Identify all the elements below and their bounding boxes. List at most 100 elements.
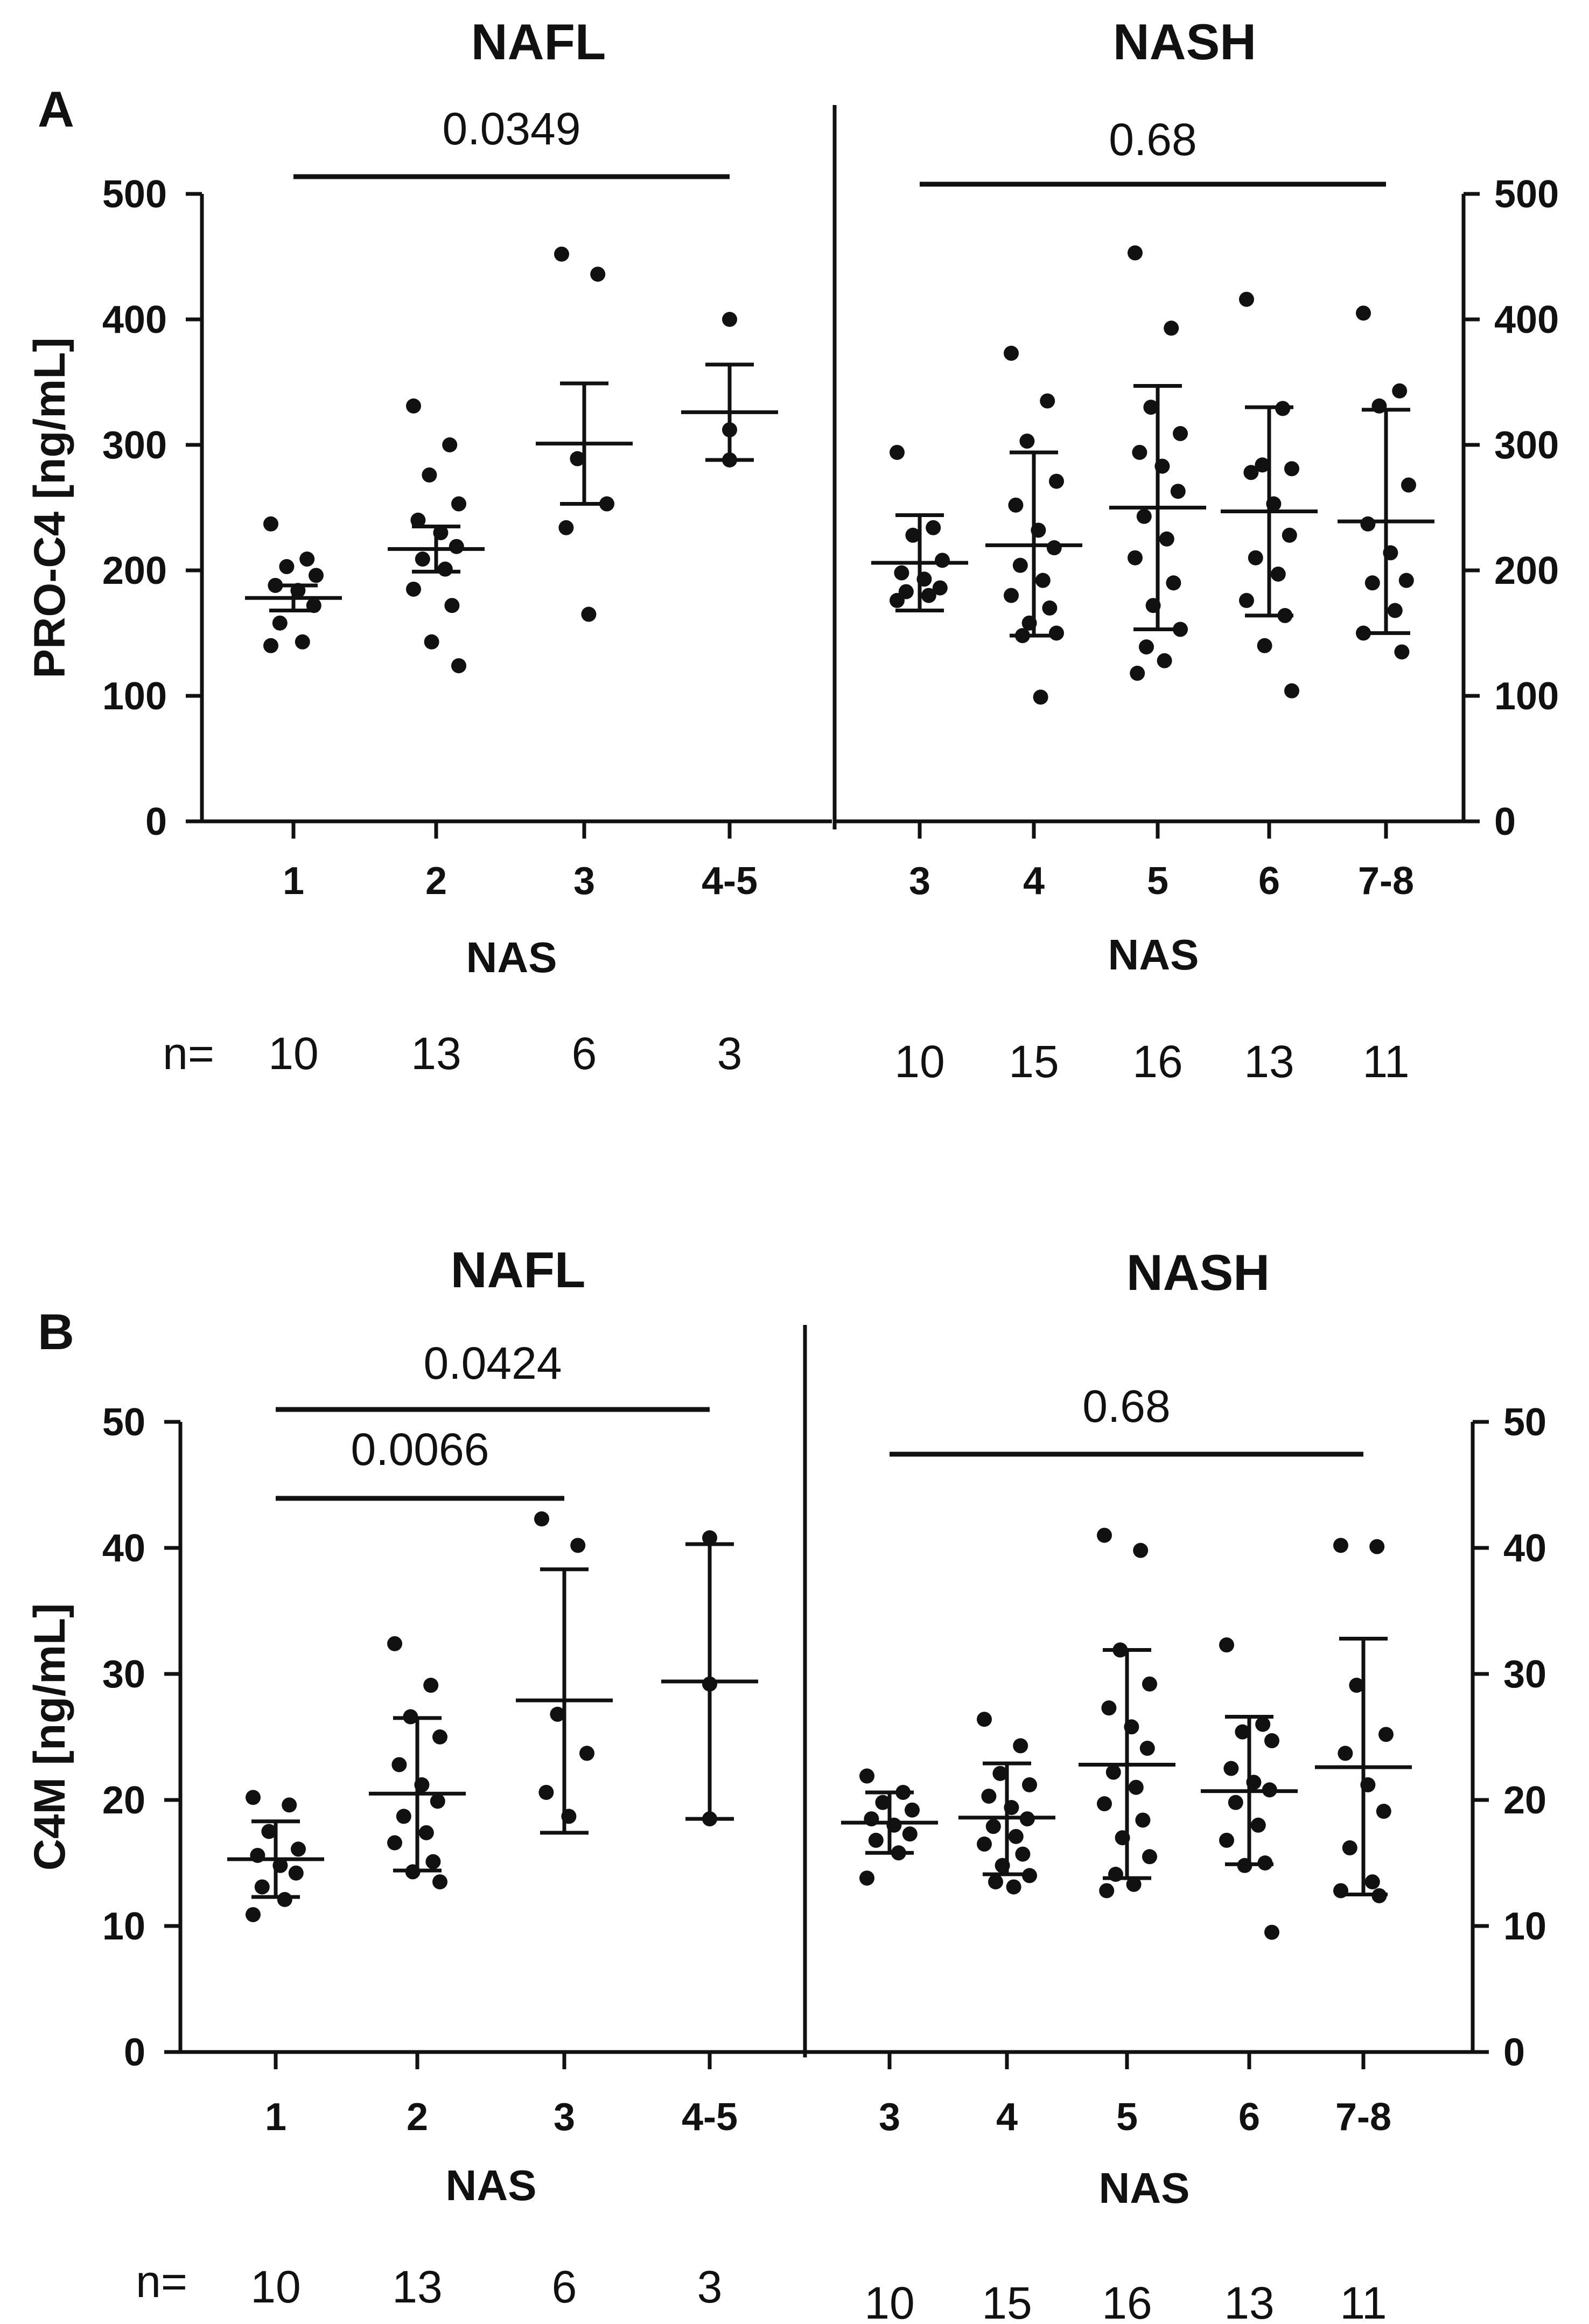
n-count: 16	[1102, 2278, 1152, 2324]
data-point	[722, 312, 737, 327]
category-7-8: 7-8 11	[1315, 1538, 1412, 2324]
data-point	[538, 1784, 554, 1800]
data-point	[1360, 516, 1376, 532]
group-nash: NASH NAS 0.68 3 10 4 15 5 16 6 13 7-8 11	[871, 13, 1434, 1087]
data-point	[1364, 575, 1380, 591]
data-point	[1004, 345, 1019, 361]
data-point	[451, 658, 466, 674]
data-point	[1392, 383, 1408, 399]
data-point	[905, 1802, 920, 1818]
data-point	[875, 1795, 891, 1810]
data-point	[422, 467, 437, 483]
x-tick-label: 2	[425, 860, 447, 903]
n-count: 15	[1009, 1036, 1059, 1087]
data-point	[859, 1768, 874, 1784]
group-nash: NASH NAS 0.68 3 10 4 15 5 16 6 13 7-8 11	[841, 1244, 1412, 2324]
y-tick-label-left: 50	[102, 1401, 145, 1444]
data-point	[391, 1757, 407, 1772]
p-value-label: 0.0066	[351, 1424, 489, 1475]
x-tick-label: 4-5	[702, 860, 758, 903]
category-2: 2 13	[388, 398, 485, 1079]
data-point	[1105, 1764, 1121, 1780]
data-point	[1139, 639, 1154, 655]
data-point	[1349, 1678, 1364, 1693]
data-point	[415, 552, 430, 567]
data-point	[1101, 1700, 1117, 1716]
data-point	[570, 1538, 586, 1553]
n-count: 3	[717, 1028, 743, 1079]
data-point	[1136, 508, 1152, 524]
data-point	[1284, 461, 1299, 477]
panel-b: B 0 0 10 10 20 20 30 30 40 40 50 50 C4M [ng/mL] n= NAFL…	[25, 1241, 1546, 2324]
data-point	[1022, 1777, 1037, 1792]
data-point	[590, 267, 606, 282]
x-tick-label: 6	[1258, 860, 1280, 903]
data-point	[277, 1892, 292, 1907]
p-value-label: 0.68	[1109, 114, 1197, 165]
category-4: 4 15	[985, 345, 1082, 1087]
category-5: 5 16	[1109, 245, 1206, 1087]
x-tick-label: 1	[283, 860, 304, 903]
x-tick-label: 5	[1116, 2096, 1138, 2139]
data-point	[406, 398, 421, 414]
data-point	[1235, 1724, 1250, 1740]
data-point	[1401, 477, 1416, 493]
data-point	[1264, 1733, 1279, 1749]
data-point	[1013, 1738, 1028, 1754]
data-point	[1142, 1849, 1157, 1865]
x-tick-label: 4	[1023, 860, 1045, 903]
n-count: 10	[268, 1028, 318, 1079]
panel-a: A 0 0 100 100 200 200 300 300 400 400 500 500 PRO-C4 …	[25, 13, 1559, 1087]
data-point	[1219, 1637, 1234, 1653]
x-axis-title: NAS	[1108, 931, 1199, 979]
n-count: 13	[1224, 2278, 1274, 2324]
x-axis-title: NAS	[446, 2161, 537, 2209]
y-tick-label-left: 300	[102, 424, 167, 467]
data-point	[406, 581, 421, 597]
data-point	[1040, 393, 1055, 409]
y-tick-label-right: 0	[1503, 2031, 1525, 2074]
y-tick-label-right: 200	[1494, 549, 1559, 592]
data-point	[263, 638, 278, 653]
data-point	[1132, 444, 1147, 460]
data-point	[1270, 566, 1286, 582]
data-point	[1223, 1761, 1239, 1776]
panel-letter: A	[38, 81, 74, 137]
y-tick-label-right: 0	[1494, 800, 1516, 843]
data-point	[279, 559, 295, 575]
data-point	[437, 561, 453, 577]
category-7-8: 7-8 11	[1338, 305, 1434, 1087]
group-title: NASH	[1126, 1244, 1270, 1301]
n-count: 13	[411, 1028, 461, 1079]
data-point	[299, 552, 315, 567]
category-4-5: 4-5 3	[661, 1530, 758, 2312]
data-point	[1046, 540, 1062, 556]
data-point	[272, 615, 288, 631]
y-tick-label-right: 20	[1503, 1779, 1546, 1822]
x-tick-label: 5	[1147, 860, 1168, 903]
data-point	[894, 565, 909, 581]
n-count: 11	[1340, 2278, 1387, 2324]
n-count: 16	[1132, 1036, 1182, 1087]
data-point	[579, 1746, 594, 1761]
data-point	[418, 1825, 434, 1840]
group-title: NAFL	[451, 1241, 586, 1298]
data-point	[430, 1793, 445, 1809]
y-tick-label-right: 100	[1494, 675, 1559, 718]
data-point	[1248, 550, 1263, 566]
data-point	[1128, 550, 1143, 566]
y-tick-label-right: 500	[1494, 173, 1559, 216]
data-point	[442, 437, 458, 452]
data-point	[1139, 1741, 1155, 1756]
data-point	[981, 1788, 997, 1804]
panel-letter: B	[38, 1303, 74, 1360]
y-tick-label-left: 10	[102, 1905, 145, 1948]
category-2: 2 13	[369, 1636, 466, 2312]
data-point	[1097, 1796, 1112, 1812]
category-3: 36	[516, 1511, 613, 2312]
data-point	[1130, 666, 1145, 681]
data-point	[1049, 473, 1064, 489]
x-tick-label: 1	[265, 2096, 286, 2139]
